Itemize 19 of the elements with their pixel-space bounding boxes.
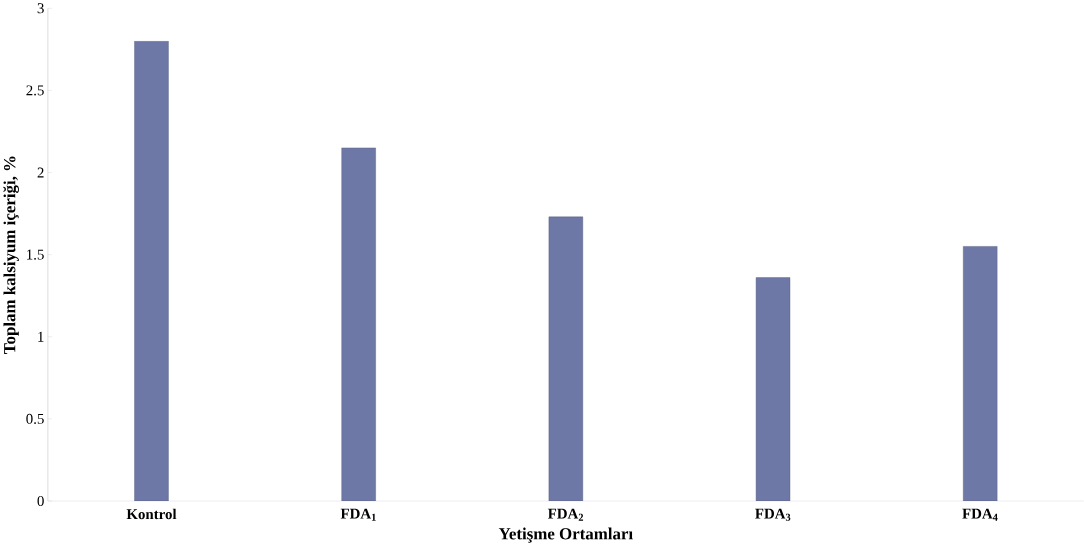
bar — [134, 40, 169, 501]
y-tick-label: 2.5 — [26, 85, 44, 96]
y-tick-label: 1.5 — [27, 249, 44, 260]
y-axis-title: Toplam kalsiyum içeriği, % — [3, 156, 19, 354]
y-tick-label: 2 — [37, 167, 44, 178]
y-tick-label: 1 — [38, 331, 44, 342]
y-tick-label: 0 — [37, 495, 44, 506]
bar — [963, 246, 998, 501]
y-tick-label: 3 — [37, 3, 44, 14]
x-axis-title: Yetişme Ortamları — [498, 527, 633, 543]
x-tick-label: FDA$_{2}$ — [547, 508, 584, 521]
bar — [341, 147, 376, 501]
x-tick-label: FDA$_{3}$ — [755, 508, 791, 521]
y-tick-label: 0.5 — [26, 413, 44, 424]
bar — [755, 277, 791, 501]
x-tick-label: FDA$_{4}$ — [962, 508, 998, 521]
x-tick-label: Kontrol — [126, 508, 177, 520]
x-tick-label: FDA$_{1}$ — [340, 508, 376, 521]
bar — [548, 216, 583, 501]
